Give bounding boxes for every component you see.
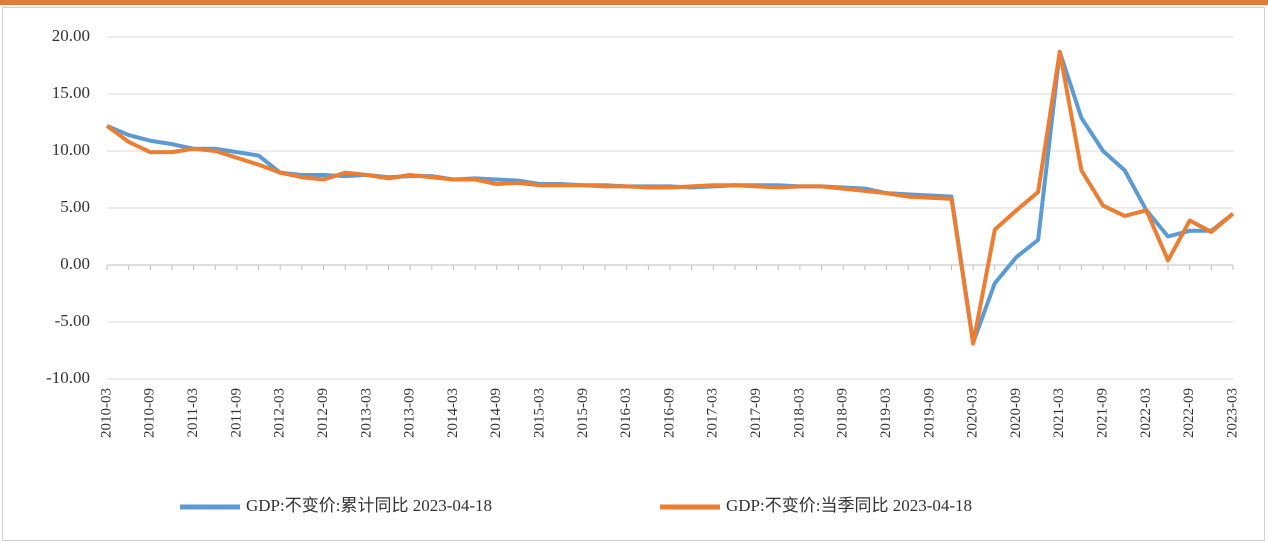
y-tick-label: 20.00 [52, 26, 90, 45]
x-tick-label: 2022-09 [1181, 388, 1197, 438]
y-tick-label: 10.00 [52, 140, 90, 159]
y-tick-label: -10.00 [46, 368, 90, 387]
x-tick-label: 2020-03 [965, 388, 981, 438]
legend-label: GDP:不变价:累计同比 2023-04-18 [246, 496, 492, 515]
x-tick-label: 2011-09 [228, 388, 244, 437]
series-line [105, 49, 1235, 346]
x-tick-label: 2021-03 [1051, 388, 1067, 438]
x-tick-label: 2012-03 [272, 388, 288, 438]
y-tick-label: -5.00 [55, 311, 90, 330]
x-tick-label: 2017-03 [705, 388, 721, 438]
x-tick-label: 2011-03 [185, 388, 201, 437]
x-tick-label: 2013-09 [402, 388, 418, 438]
y-tick-label: 5.00 [60, 197, 90, 216]
x-tick-label: 2010-03 [98, 388, 114, 438]
top-bar [0, 0, 1268, 5]
frame [2, 7, 1265, 541]
x-tick-label: 2018-03 [791, 388, 807, 438]
x-tick-label: 2015-03 [532, 388, 548, 438]
x-tick-label: 2018-09 [835, 388, 851, 438]
x-tick-label: 2019-09 [921, 388, 937, 438]
x-tick-label: 2017-09 [748, 388, 764, 438]
x-tick-label: 2015-09 [575, 388, 591, 438]
x-tick-label: 2013-03 [358, 388, 374, 438]
x-tick-label: 2022-03 [1138, 388, 1154, 438]
legend-label: GDP:不变价:当季同比 2023-04-18 [726, 496, 972, 515]
y-tick-label: 15.00 [52, 83, 90, 102]
x-tick-label: 2012-09 [315, 388, 331, 438]
x-tick-label: 2020-09 [1008, 388, 1024, 438]
x-tick-label: 2023-03 [1224, 388, 1240, 438]
y-tick-label: 0.00 [60, 254, 90, 273]
x-tick-label: 2014-03 [445, 388, 461, 438]
x-tick-label: 2016-09 [661, 388, 677, 438]
series-line [106, 49, 1235, 345]
x-tick-label: 2021-09 [1095, 388, 1111, 438]
x-tick-label: 2019-03 [878, 388, 894, 438]
x-tick-label: 2014-09 [488, 388, 504, 438]
x-tick-label: 2016-03 [618, 388, 634, 438]
x-tick-label: 2010-09 [142, 388, 158, 438]
